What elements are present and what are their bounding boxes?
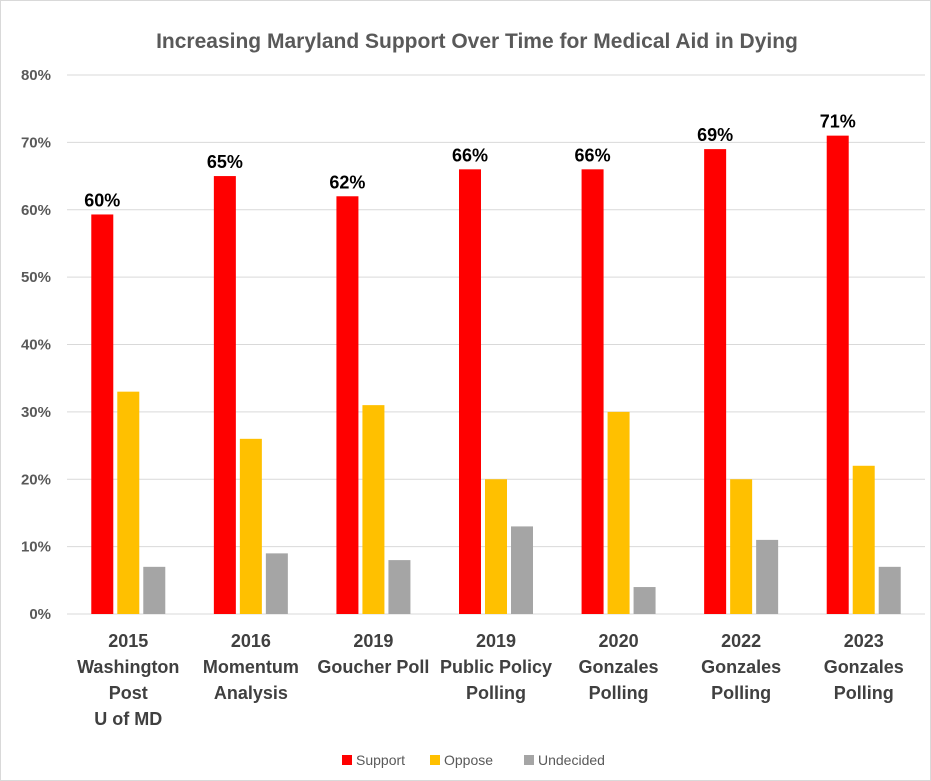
- bar-undecided-3: [511, 526, 533, 614]
- x-tick-label-line: Goucher Poll: [317, 657, 429, 677]
- x-tick-label-line: Polling: [834, 683, 894, 703]
- x-tick-label-line: Post: [109, 683, 148, 703]
- x-axis-ticks: 2015 Washington Post U of MD 2016 Momentum Ana…: [77, 631, 904, 729]
- y-tick-label: 60%: [21, 202, 51, 219]
- bar-oppose-0: [117, 391, 140, 614]
- bars: [91, 135, 901, 615]
- x-tick-label: 2020 Gonzales Polling: [579, 631, 659, 703]
- x-tick-label-line: 2023: [844, 631, 884, 651]
- x-tick-label-line: 2019: [476, 631, 516, 651]
- bar-undecided-5: [756, 539, 779, 614]
- x-tick-label-line: Polling: [589, 683, 649, 703]
- bar-oppose-4: [607, 411, 630, 614]
- x-tick-label-line: 2022: [721, 631, 761, 651]
- x-tick-label: 2016 Momentum Analysis: [203, 631, 299, 703]
- chart-title: Increasing Maryland Support Over Time fo…: [156, 30, 798, 53]
- legend-swatch-support: [342, 755, 352, 765]
- data-labels: 60% 65% 62% 66% 66% 69% 71%: [84, 112, 855, 211]
- y-tick-label: 70%: [21, 134, 51, 151]
- y-tick-label: 50%: [21, 269, 51, 286]
- x-tick-label: 2023 Gonzales Polling: [824, 631, 904, 703]
- x-tick-label-line: Gonzales: [701, 657, 781, 677]
- bar-support-0: [91, 214, 114, 614]
- y-axis-ticks: 0% 10% 20% 30% 40% 50% 60% 70% 80%: [21, 67, 51, 623]
- data-label-support-4: 66%: [575, 145, 611, 165]
- x-tick-label: 2015 Washington Post U of MD: [77, 631, 179, 729]
- bar-support-2: [336, 196, 359, 614]
- x-tick-label-line: Momentum: [203, 657, 299, 677]
- bar-support-6: [826, 135, 849, 614]
- bar-support-5: [704, 149, 727, 615]
- data-label-support-2: 62%: [329, 172, 365, 192]
- bar-undecided-0: [143, 566, 166, 614]
- x-tick-label: 2019 Public Policy Polling: [440, 631, 552, 703]
- x-tick-label-line: Analysis: [214, 683, 288, 703]
- legend-label-undecided: Undecided: [538, 752, 605, 768]
- x-tick-label-line: Gonzales: [824, 657, 904, 677]
- legend-label-oppose: Oppose: [444, 752, 493, 768]
- legend-swatch-undecided: [524, 755, 534, 765]
- bar-oppose-5: [730, 479, 753, 614]
- bar-undecided-1: [265, 553, 288, 614]
- y-tick-label: 30%: [21, 404, 51, 421]
- x-tick-label-line: Washington: [77, 657, 179, 677]
- bar-oppose-3: [485, 479, 507, 614]
- bar-undecided-6: [878, 566, 901, 614]
- y-tick-label: 10%: [21, 539, 51, 556]
- x-tick-label-line: Gonzales: [579, 657, 659, 677]
- data-label-support-0: 60%: [84, 190, 120, 210]
- y-tick-label: 80%: [21, 67, 51, 84]
- legend-swatch-oppose: [430, 755, 440, 765]
- x-tick-label: 2019 Goucher Poll: [317, 631, 429, 677]
- data-label-support-3: 66%: [452, 145, 488, 165]
- bar-oppose-1: [239, 438, 262, 614]
- bar-oppose-2: [362, 405, 385, 614]
- x-tick-label-line: Public Policy: [440, 657, 552, 677]
- x-tick-label: 2022 Gonzales Polling: [701, 631, 781, 703]
- legend-label-support: Support: [356, 752, 405, 768]
- x-tick-label-line: 2015: [108, 631, 148, 651]
- bar-support-3: [459, 169, 481, 614]
- bar-oppose-6: [852, 465, 875, 614]
- x-tick-label-line: 2019: [353, 631, 393, 651]
- x-tick-label-line: 2020: [599, 631, 639, 651]
- data-label-support-1: 65%: [207, 152, 243, 172]
- data-label-support-6: 71%: [820, 112, 856, 132]
- data-label-support-5: 69%: [697, 125, 733, 145]
- bar-support-4: [581, 169, 604, 614]
- y-tick-label: 20%: [21, 471, 51, 488]
- y-tick-label: 40%: [21, 337, 51, 354]
- bar-undecided-2: [388, 560, 411, 614]
- x-tick-label-line: U of MD: [94, 709, 162, 729]
- bar-support-1: [213, 176, 236, 614]
- y-tick-label: 0%: [29, 606, 51, 623]
- x-tick-label-line: Polling: [711, 683, 771, 703]
- legend: Support Oppose Undecided: [342, 752, 605, 768]
- gridlines: [67, 74, 925, 615]
- x-tick-label-line: 2016: [231, 631, 271, 651]
- x-tick-label-line: Polling: [466, 683, 526, 703]
- bar-undecided-4: [633, 587, 656, 614]
